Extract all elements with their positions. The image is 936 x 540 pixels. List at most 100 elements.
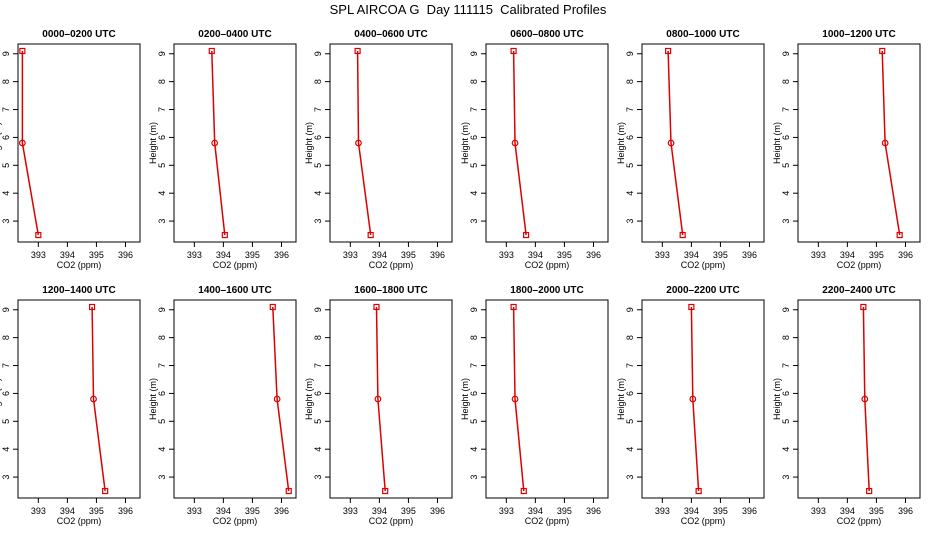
- data-point: [667, 139, 675, 147]
- x-tick-label: 394: [684, 250, 699, 260]
- plot-frame: [17, 43, 141, 243]
- y-tick-label: 9: [469, 51, 479, 56]
- x-tick-label: 395: [869, 250, 884, 260]
- y-tick-label: 3: [157, 475, 167, 480]
- y-tick-label: 3: [313, 475, 323, 480]
- x-tick-label: 394: [528, 250, 543, 260]
- data-point: [90, 395, 97, 403]
- data-point: [866, 487, 873, 495]
- data-point: [695, 487, 702, 495]
- page-title: SPL AIRCOA G Day 111115 Calibrated Profi…: [329, 2, 607, 17]
- y-tick-label: 4: [625, 447, 635, 452]
- y-tick-label: 8: [1, 79, 11, 84]
- y-tick-label: 7: [1, 363, 11, 368]
- y-tick-label: 5: [469, 163, 479, 168]
- x-tick-label: 393: [31, 250, 46, 260]
- y-axis-label: Height (m): [616, 378, 626, 420]
- data-point: [269, 303, 276, 311]
- y-tick-label: 6: [313, 391, 323, 396]
- profile-line: [21, 51, 40, 236]
- y-tick-label: 9: [313, 51, 323, 56]
- x-tick-label: 395: [245, 506, 260, 516]
- y-tick-label: 9: [1, 307, 11, 312]
- y-tick-label: 4: [469, 191, 479, 196]
- panel-title: 0400–0600 UTC: [354, 29, 427, 40]
- y-tick-label: 8: [469, 335, 479, 340]
- x-tick-label: 395: [89, 250, 104, 260]
- y-tick-label: 3: [781, 475, 791, 480]
- y-tick-label: 6: [469, 391, 479, 396]
- plot-frame: [173, 43, 297, 243]
- plot-frame: [17, 299, 141, 499]
- x-tick-label: 395: [713, 250, 728, 260]
- x-tick-label: 394: [60, 250, 75, 260]
- x-tick-label: 396: [586, 506, 601, 516]
- data-point: [35, 231, 42, 239]
- data-point: [510, 303, 517, 311]
- y-tick-label: 6: [1, 391, 11, 396]
- y-tick-label: 8: [781, 79, 791, 84]
- y-tick-label: 5: [781, 419, 791, 424]
- x-tick-label: 394: [60, 506, 75, 516]
- y-tick-label: 8: [313, 79, 323, 84]
- data-point: [860, 303, 867, 311]
- plot-frame: [641, 299, 765, 499]
- y-tick-label: 8: [1, 335, 11, 340]
- data-point: [354, 47, 361, 55]
- x-tick-label: 394: [216, 506, 231, 516]
- y-tick-label: 5: [469, 419, 479, 424]
- data-point: [18, 139, 26, 147]
- profile-line: [91, 306, 106, 492]
- profile-line: [356, 50, 372, 236]
- y-tick-label: 4: [157, 447, 167, 452]
- plot-frame: [485, 299, 609, 499]
- x-axis-label: CO2 (ppm): [213, 260, 258, 270]
- y-tick-label: 9: [313, 307, 323, 312]
- x-tick-label: 396: [274, 506, 289, 516]
- x-tick-label: 395: [89, 506, 104, 516]
- y-tick-label: 3: [469, 219, 479, 224]
- y-tick-label: 3: [1, 475, 11, 480]
- x-tick-label: 396: [118, 250, 133, 260]
- x-axis-label: CO2 (ppm): [57, 260, 102, 270]
- y-tick-label: 9: [469, 307, 479, 312]
- x-axis-label: CO2 (ppm): [213, 516, 258, 526]
- x-tick-label: 395: [557, 506, 572, 516]
- y-tick-label: 5: [625, 163, 635, 168]
- y-tick-label: 4: [781, 191, 791, 196]
- x-tick-label: 394: [840, 506, 855, 516]
- x-tick-label: 393: [655, 250, 670, 260]
- y-tick-label: 9: [157, 307, 167, 312]
- data-point: [679, 231, 686, 239]
- x-tick-label: 395: [713, 506, 728, 516]
- panel-title: 1200–1400 UTC: [42, 285, 115, 296]
- data-point: [19, 47, 26, 55]
- plot-frame: [485, 43, 609, 243]
- data-point: [102, 487, 109, 495]
- y-tick-label: 7: [157, 107, 167, 112]
- y-axis-label: Height (m): [0, 122, 2, 164]
- x-tick-label: 395: [401, 250, 416, 260]
- y-tick-label: 7: [625, 107, 635, 112]
- x-tick-label: 396: [586, 250, 601, 260]
- panel-title: 0600–0800 UTC: [510, 29, 583, 40]
- y-tick-label: 3: [625, 219, 635, 224]
- y-tick-label: 5: [625, 419, 635, 424]
- y-tick-label: 4: [1, 447, 11, 452]
- x-axis-label: CO2 (ppm): [525, 260, 570, 270]
- profile-line: [690, 306, 700, 492]
- y-tick-label: 8: [469, 79, 479, 84]
- plot-frame: [641, 43, 765, 243]
- y-tick-label: 6: [781, 135, 791, 140]
- y-axis-label: Height (m): [0, 378, 2, 420]
- y-axis-label: Height (m): [616, 122, 626, 164]
- x-tick-label: 394: [372, 506, 387, 516]
- y-tick-label: 8: [625, 79, 635, 84]
- panel-title: 1000–1200 UTC: [822, 29, 895, 40]
- y-tick-label: 5: [1, 163, 11, 168]
- y-tick-label: 6: [625, 135, 635, 140]
- y-tick-label: 7: [469, 107, 479, 112]
- y-tick-label: 8: [781, 335, 791, 340]
- data-point: [367, 231, 374, 239]
- x-tick-label: 395: [401, 506, 416, 516]
